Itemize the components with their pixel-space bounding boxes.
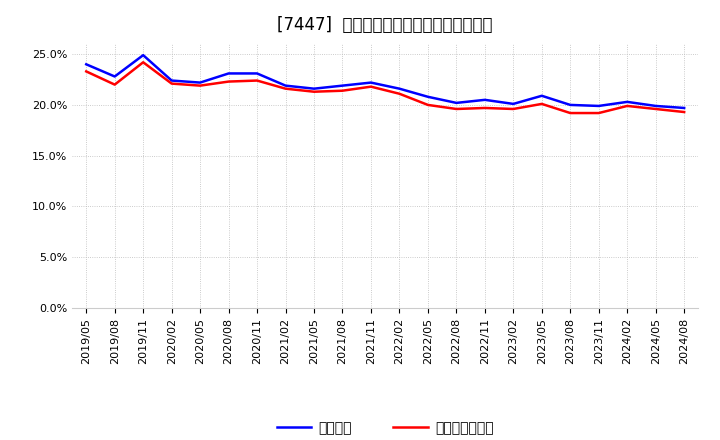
固定比率 [139,52,148,58]
固定比率 [452,100,461,106]
Line: 固定長期適合率: 固定長期適合率 [86,62,684,113]
固定比率 [680,105,688,110]
固定長期適合率 [623,103,631,109]
固定長期適合率 [680,110,688,115]
固定長期適合率 [566,110,575,116]
固定長期適合率 [110,82,119,87]
固定比率 [595,103,603,109]
固定比率 [196,80,204,85]
固定比率 [652,103,660,109]
固定長期適合率 [509,106,518,112]
固定比率 [110,74,119,79]
固定長期適合率 [366,84,375,89]
固定長期適合率 [225,79,233,84]
固定長期適合率 [196,83,204,88]
固定比率 [338,83,347,88]
Legend: 固定比率, 固定長期適合率: 固定比率, 固定長期適合率 [271,415,499,440]
固定長期適合率 [652,106,660,112]
固定長期適合率 [395,91,404,96]
固定比率 [480,97,489,103]
固定長期適合率 [282,86,290,92]
固定長期適合率 [452,106,461,112]
固定長期適合率 [139,60,148,65]
固定長期適合率 [82,69,91,74]
固定比率 [623,99,631,105]
固定比率 [423,94,432,99]
Title: [7447]  固定比率、固定長期適合率の推移: [7447] 固定比率、固定長期適合率の推移 [277,16,493,34]
固定長期適合率 [480,105,489,110]
固定比率 [167,78,176,83]
固定長期適合率 [595,110,603,116]
固定比率 [82,62,91,67]
固定長期適合率 [338,88,347,93]
固定比率 [310,86,318,92]
固定比率 [509,101,518,106]
固定比率 [566,102,575,107]
固定比率 [225,71,233,76]
固定比率 [366,80,375,85]
固定比率 [395,86,404,92]
固定比率 [282,83,290,88]
固定比率 [253,71,261,76]
固定長期適合率 [423,102,432,107]
固定長期適合率 [167,81,176,86]
固定長期適合率 [310,89,318,94]
固定長期適合率 [537,101,546,106]
固定長期適合率 [253,78,261,83]
固定比率 [537,93,546,99]
Line: 固定比率: 固定比率 [86,55,684,108]
